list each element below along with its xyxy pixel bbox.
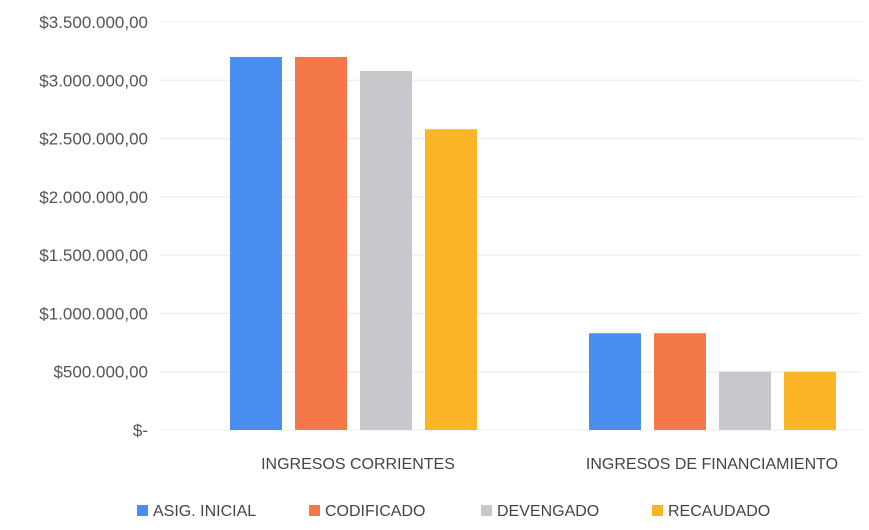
legend-label: CODIFICADO	[325, 503, 425, 520]
y-tick-label: $3.500.000,00	[39, 13, 148, 32]
bar-devengado-1	[360, 70, 412, 431]
y-tick-label: $3.000.000,00	[39, 71, 148, 90]
category-label: INGRESOS CORRIENTES	[261, 456, 455, 473]
category-labels: INGRESOS CORRIENTES INGRESOS DE FINANCIAM…	[261, 456, 838, 473]
legend-swatch	[309, 505, 320, 516]
legend-label: DEVENGADO	[497, 503, 599, 520]
y-tick-label: $2.500.000,00	[39, 130, 148, 149]
bar-asig-inicial-1	[230, 56, 282, 430]
category-label: INGRESOS DE FINANCIAMIENTO	[586, 456, 838, 473]
bar-recaudado-2	[784, 371, 836, 430]
bar-asig-inicial-2	[589, 333, 641, 430]
bar-recaudado-1	[425, 129, 477, 430]
bar-devengado-2	[719, 371, 771, 430]
legend-label: RECAUDADO	[668, 503, 770, 520]
legend-label: ASIG. INICIAL	[153, 503, 256, 520]
legend-swatch	[652, 505, 663, 516]
legend-swatch	[481, 505, 492, 516]
y-tick-label: $1.500.000,00	[39, 246, 148, 265]
y-axis-ticks: $- $500.000,00 $1.000.000,00 $1.500.000,00 $…	[39, 13, 148, 440]
y-tick-label: $1.000.000,00	[39, 304, 148, 323]
y-tick-label: $2.000.000,00	[39, 188, 148, 207]
bars	[230, 56, 836, 431]
y-tick-label: $500.000,00	[53, 363, 148, 382]
bar-codificado-1	[295, 56, 347, 430]
legend: ASIG. INICIAL CODIFICADO DEVENGADO RECAUDAD…	[137, 503, 770, 520]
y-tick-label: $-	[133, 421, 148, 440]
bar-codificado-2	[654, 333, 706, 430]
legend-swatch	[137, 505, 148, 516]
